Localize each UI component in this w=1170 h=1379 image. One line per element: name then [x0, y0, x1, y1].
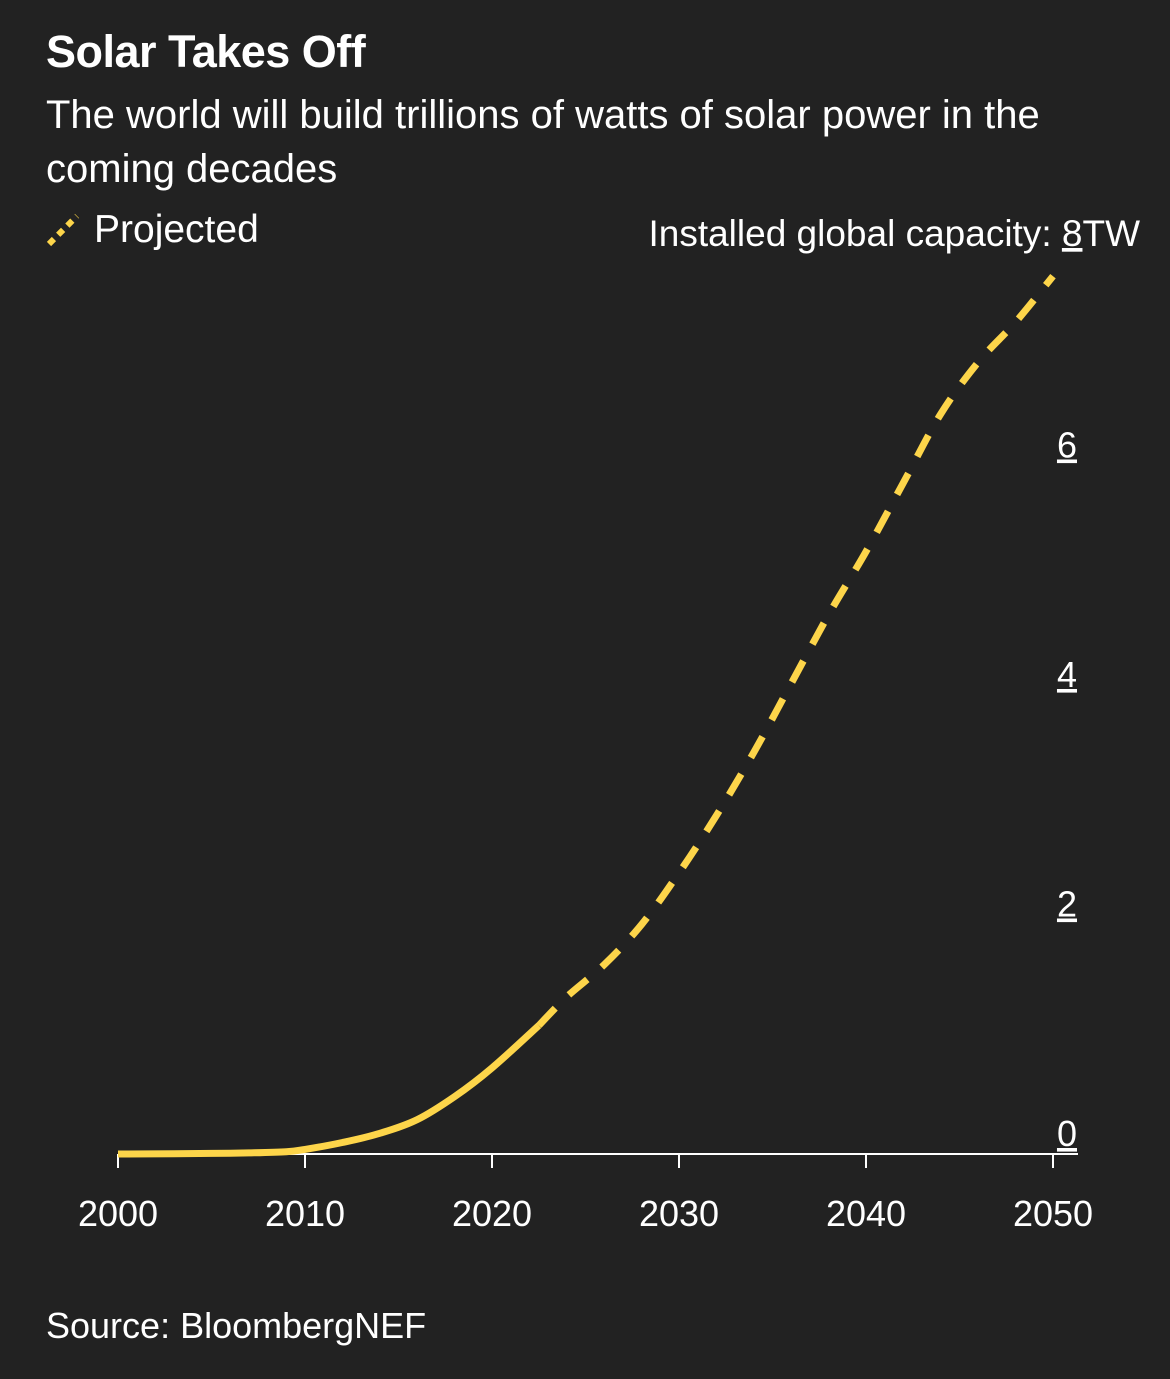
legend: Projected	[46, 208, 259, 252]
chart-title: Solar Takes Off	[46, 26, 366, 77]
x-tick-label-2040: 2040	[826, 1193, 906, 1234]
x-tick-label-2000: 2000	[78, 1193, 158, 1234]
x-tick-label-2030: 2030	[639, 1193, 719, 1234]
y-tick-label-8: 8	[1062, 213, 1083, 254]
x-tick-label-2050: 2050	[1013, 1193, 1093, 1234]
y-tick-label-2: 2	[1057, 884, 1077, 925]
y-tick-label-6: 6	[1057, 425, 1077, 466]
projected-legend-dash-line	[46, 213, 80, 247]
y-tick-label-4: 4	[1057, 654, 1077, 695]
y-axis-label: Installed global capacity: 8TW	[648, 213, 1140, 254]
source-note: Source: BloombergNEF	[46, 1305, 427, 1346]
label-layer: 2000 2010 2020 2030 2040 2050 0 2 4 6 Installed gl…	[78, 213, 1140, 1234]
chart-subtitle: The world will build trillions of watts …	[46, 93, 1040, 191]
x-tick-label-2010: 2010	[265, 1193, 345, 1234]
series-layer	[117, 273, 1056, 1158]
y-axis-label-prefix: Installed global capacity:	[648, 213, 1061, 254]
x-tick-label-2020: 2020	[452, 1193, 532, 1234]
series-line-actual	[117, 1022, 542, 1158]
projected-legend-label: Projected	[94, 208, 259, 251]
projected-legend-swatch	[46, 213, 80, 247]
series-line-projected	[536, 273, 1056, 1028]
axis-layer	[117, 1153, 1078, 1168]
y-tick-label-0: 0	[1057, 1113, 1077, 1154]
y-axis-unit: TW	[1082, 213, 1140, 254]
